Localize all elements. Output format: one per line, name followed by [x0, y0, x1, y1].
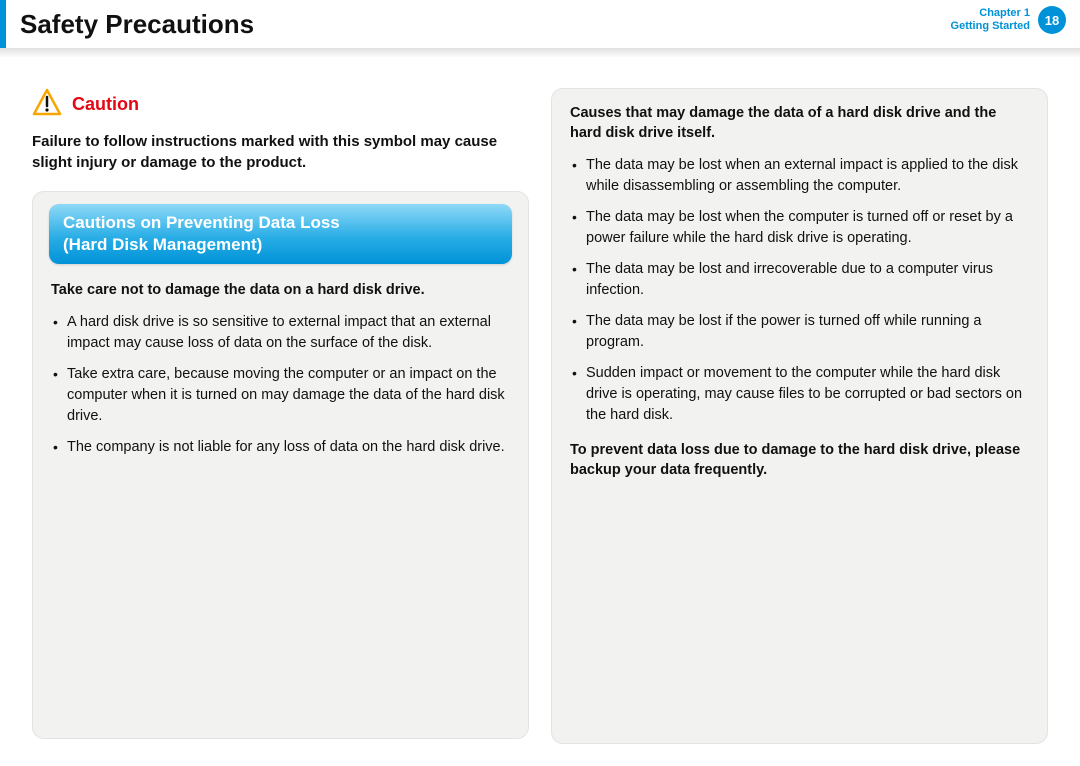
chapter-line-2: Getting Started [951, 20, 1030, 33]
page-header: Safety Precautions Chapter 1 Getting Sta… [0, 0, 1080, 48]
list-item: The data may be lost if the power is tur… [570, 311, 1029, 353]
list-item: Take extra care, because moving the comp… [51, 364, 510, 427]
list-item: The data may be lost when the computer i… [570, 207, 1029, 249]
banner-line-2: (Hard Disk Management) [63, 234, 498, 256]
page-body: Caution Failure to follow instructions m… [0, 58, 1080, 744]
chapter-label: Chapter 1 Getting Started [951, 7, 1030, 33]
right-outro: To prevent data loss due to damage to th… [570, 440, 1029, 480]
left-column: Caution Failure to follow instructions m… [32, 88, 529, 744]
header-right: Chapter 1 Getting Started 18 [951, 6, 1066, 34]
left-subheading: Take care not to damage the data on a ha… [51, 280, 510, 300]
list-item: The data may be lost when an external im… [570, 155, 1029, 197]
right-bullet-list: The data may be lost when an external im… [570, 155, 1029, 426]
right-subheading: Causes that may damage the data of a har… [570, 103, 1029, 143]
right-column: Causes that may damage the data of a har… [551, 88, 1048, 744]
caution-icon [32, 88, 62, 121]
banner-line-1: Cautions on Preventing Data Loss [63, 212, 498, 234]
panel-banner: Cautions on Preventing Data Loss (Hard D… [49, 204, 512, 264]
list-item: Sudden impact or movement to the compute… [570, 363, 1029, 426]
left-panel: Cautions on Preventing Data Loss (Hard D… [32, 191, 529, 739]
page-number-badge: 18 [1038, 6, 1066, 34]
left-bullet-list: A hard disk drive is so sensitive to ext… [51, 312, 510, 458]
caution-label: Caution [72, 94, 139, 115]
caution-intro: Failure to follow instructions marked wi… [32, 131, 529, 173]
list-item: A hard disk drive is so sensitive to ext… [51, 312, 510, 354]
page-title: Safety Precautions [20, 9, 254, 40]
chapter-line-1: Chapter 1 [951, 7, 1030, 20]
header-shadow [0, 48, 1080, 58]
list-item: The data may be lost and irrecoverable d… [570, 259, 1029, 301]
caution-heading: Caution [32, 88, 529, 121]
list-item: The company is not liable for any loss o… [51, 437, 510, 458]
right-panel: Causes that may damage the data of a har… [551, 88, 1048, 744]
